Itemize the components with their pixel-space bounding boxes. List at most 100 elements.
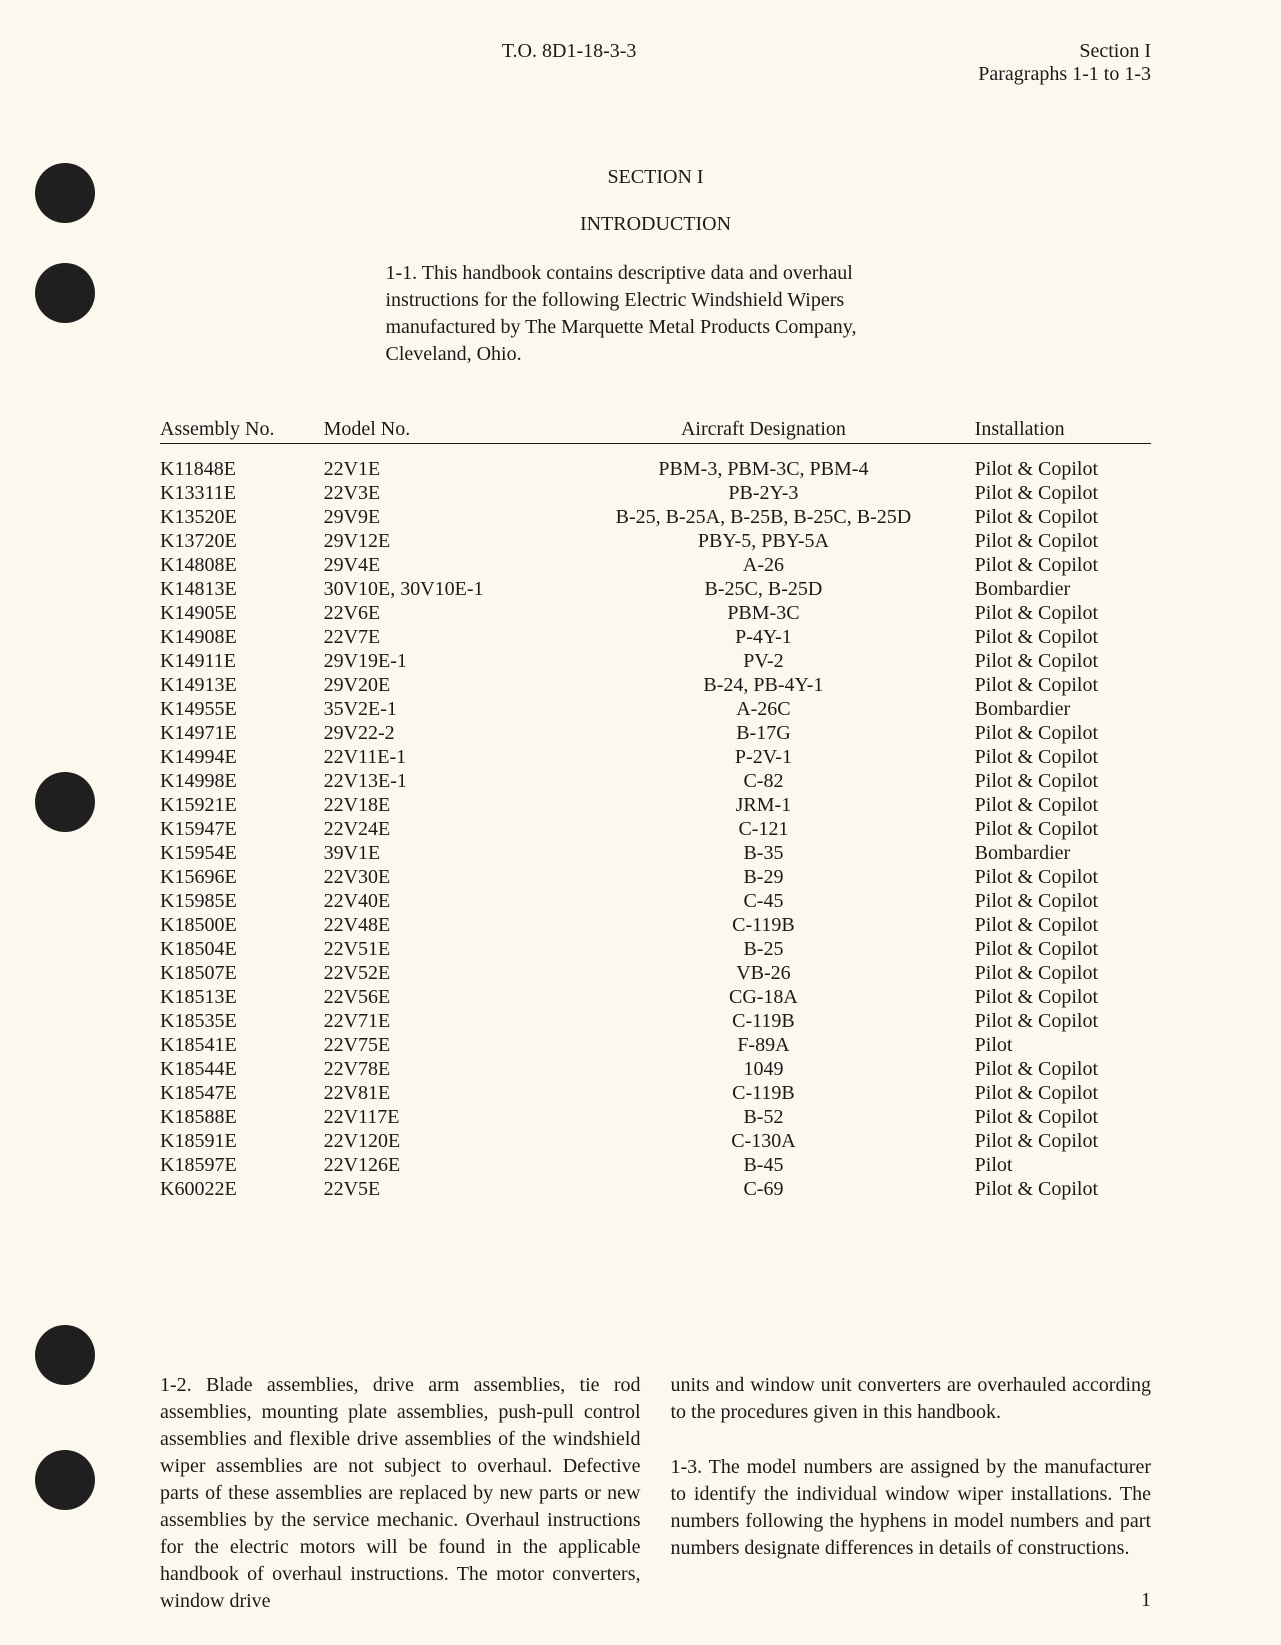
table-cell: Pilot & Copilot [975,818,1151,842]
punch-hole [35,163,95,223]
table-cell: JRM-1 [552,794,974,818]
table-row: K14908E22V7EP-4Y-1Pilot & Copilot [160,626,1151,650]
table-row: K15921E22V18EJRM-1Pilot & Copilot [160,794,1151,818]
table-cell: K18507E [160,962,324,986]
table-cell: K14955E [160,698,324,722]
table-cell: 22V11E-1 [324,746,553,770]
table-cell: 22V75E [324,1034,553,1058]
intro-title: INTRODUCTION [160,213,1151,236]
table-cell: K14911E [160,650,324,674]
table-row: K15985E22V40EC-45Pilot & Copilot [160,890,1151,914]
table-cell: K15696E [160,866,324,890]
table-cell: C-82 [552,770,974,794]
table-cell: K18513E [160,986,324,1010]
punch-hole [35,263,95,323]
table-cell: A-26 [552,554,974,578]
table-cell: PV-2 [552,650,974,674]
assembly-table: Assembly No. Model No. Aircraft Designat… [160,418,1151,1202]
table-cell: K18544E [160,1058,324,1082]
table-cell: B-45 [552,1154,974,1178]
table-cell: 22V126E [324,1154,553,1178]
table-cell: A-26C [552,698,974,722]
table-cell: 22V18E [324,794,553,818]
table-cell: 22V30E [324,866,553,890]
punch-hole [35,1450,95,1510]
table-cell: F-89A [552,1034,974,1058]
table-cell: K18591E [160,1130,324,1154]
table-cell: K14908E [160,626,324,650]
table-cell: PB-2Y-3 [552,482,974,506]
table-cell: Pilot & Copilot [975,1178,1151,1202]
table-cell: 29V19E-1 [324,650,553,674]
table-cell: 22V3E [324,482,553,506]
section-title: SECTION I [160,166,1151,189]
table-cell: 29V12E [324,530,553,554]
table-cell: 29V22-2 [324,722,553,746]
table-cell: 22V117E [324,1106,553,1130]
table-cell: Pilot & Copilot [975,626,1151,650]
table-cell: Pilot & Copilot [975,1130,1151,1154]
table-row: K11848E22V1EPBM-3, PBM-3C, PBM-4Pilot & … [160,458,1151,482]
table-cell: 22V71E [324,1010,553,1034]
table-row: K60022E22V5EC-69Pilot & Copilot [160,1178,1151,1202]
table-cell: Pilot & Copilot [975,602,1151,626]
table-cell: Pilot & Copilot [975,1082,1151,1106]
table-cell: Pilot & Copilot [975,530,1151,554]
table-cell: K15947E [160,818,324,842]
table-cell: PBY-5, PBY-5A [552,530,974,554]
table-row: K14971E29V22-2B-17GPilot & Copilot [160,722,1151,746]
table-row: K18588E22V117EB-52Pilot & Copilot [160,1106,1151,1130]
col-header-model: Model No. [324,418,553,444]
table-cell: K18504E [160,938,324,962]
table-cell: 1049 [552,1058,974,1082]
table-cell: Bombardier [975,698,1151,722]
doc-reference: T.O. 8D1-18-3-3 [502,40,637,62]
table-cell: PBM-3C [552,602,974,626]
table-cell: Pilot [975,1034,1151,1058]
table-cell: B-17G [552,722,974,746]
body-columns: 1-2. Blade assemblies, drive arm assembl… [160,1372,1151,1615]
table-row: K18535E22V71EC-119BPilot & Copilot [160,1010,1151,1034]
page-content: T.O. 8D1-18-3-3 Section I Paragraphs 1-1… [0,0,1281,1645]
table-cell: K14994E [160,746,324,770]
table-cell: Pilot & Copilot [975,938,1151,962]
table-cell: 22V48E [324,914,553,938]
table-cell: B-52 [552,1106,974,1130]
table-cell: 22V52E [324,962,553,986]
table-cell: P-4Y-1 [552,626,974,650]
section-ref: Section I [978,40,1151,63]
table-cell: K18547E [160,1082,324,1106]
punch-hole [35,772,95,832]
table-cell: Pilot & Copilot [975,458,1151,482]
table-cell: Pilot & Copilot [975,770,1151,794]
paragraph-1-2b: units and window unit converters are ove… [671,1372,1152,1426]
body-col-left: 1-2. Blade assemblies, drive arm assembl… [160,1372,641,1615]
table-cell: 22V40E [324,890,553,914]
table-cell: B-24, PB-4Y-1 [552,674,974,698]
intro-paragraph: 1-1. This handbook contains descriptive … [386,260,926,368]
table-cell: Pilot & Copilot [975,1058,1151,1082]
table-row: K18591E22V120EC-130APilot & Copilot [160,1130,1151,1154]
table-row: K14998E22V13E-1C-82Pilot & Copilot [160,770,1151,794]
table-cell: 39V1E [324,842,553,866]
page-number: 1 [1141,1589,1151,1612]
table-row: K14911E29V19E-1PV-2Pilot & Copilot [160,650,1151,674]
table-cell: B-25C, B-25D [552,578,974,602]
table-cell: K60022E [160,1178,324,1202]
table-cell: C-45 [552,890,974,914]
table-cell: 22V7E [324,626,553,650]
table-cell: 22V1E [324,458,553,482]
table-header-row: Assembly No. Model No. Aircraft Designat… [160,418,1151,444]
table-cell: Pilot & Copilot [975,482,1151,506]
table-cell: K14905E [160,602,324,626]
table-row: K18513E22V56ECG-18APilot & Copilot [160,986,1151,1010]
table-cell: B-35 [552,842,974,866]
table-cell: Pilot & Copilot [975,914,1151,938]
table-row: K18541E22V75EF-89APilot [160,1034,1151,1058]
table-cell: K18500E [160,914,324,938]
table-cell: 29V4E [324,554,553,578]
table-cell: K15985E [160,890,324,914]
table-row: K13520E29V9EB-25, B-25A, B-25B, B-25C, B… [160,506,1151,530]
table-cell: C-130A [552,1130,974,1154]
table-cell: K18597E [160,1154,324,1178]
